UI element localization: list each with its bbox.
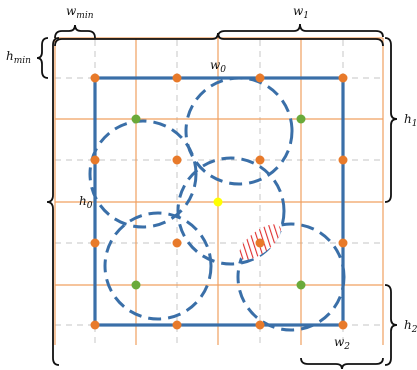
circle-lower-left (103, 211, 213, 321)
label-w0: w0 (210, 58, 226, 75)
dashed-grid (55, 40, 385, 345)
bracket-w-min (54, 24, 96, 39)
center-dot (213, 197, 223, 207)
bracket-h-min (36, 37, 49, 79)
label-w-min: wmin (66, 4, 94, 21)
label-h1: h1 (404, 112, 417, 129)
bracket-h1 (384, 37, 398, 203)
circle-top-right (184, 76, 294, 186)
bracket-w1 (217, 23, 384, 38)
dimension-brackets (36, 23, 398, 370)
bracket-h2 (384, 284, 398, 366)
green-dots (131, 114, 306, 290)
circle-lower-right (236, 222, 346, 332)
dashed-circles (88, 76, 346, 332)
circle-upper-left (88, 119, 198, 229)
circle-center (176, 156, 286, 266)
orange-grid (54, 37, 384, 345)
label-h-min: hmin (6, 49, 31, 66)
blue-frame (93, 76, 345, 327)
label-w1: w1 (293, 4, 309, 21)
label-h0: h0 (79, 194, 93, 211)
label-w2: w2 (334, 335, 350, 352)
bracket-h0 (46, 37, 60, 366)
label-h2: h2 (404, 318, 417, 335)
bracket-w2 (300, 357, 384, 370)
bracket-w0 (54, 32, 384, 47)
orange-dots (90, 73, 348, 330)
